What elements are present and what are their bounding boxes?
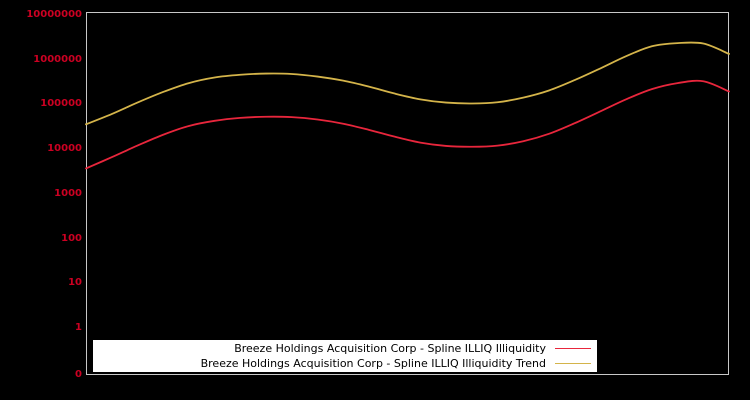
legend-item-label: Breeze Holdings Acquisition Corp - Splin… xyxy=(200,357,546,370)
legend-item-label: Breeze Holdings Acquisition Corp - Splin… xyxy=(234,342,546,355)
y-axis-tick-label: 10000 xyxy=(47,143,82,155)
legend-item[interactable]: Breeze Holdings Acquisition Corp - Splin… xyxy=(93,356,591,371)
y-axis-tick-label: 100 xyxy=(61,232,82,244)
legend-item[interactable]: Breeze Holdings Acquisition Corp - Splin… xyxy=(93,341,591,356)
legend-color-swatch xyxy=(555,348,591,349)
chart-legend[interactable]: Breeze Holdings Acquisition Corp - Splin… xyxy=(93,340,597,372)
y-axis-tick-label: 1 xyxy=(75,322,82,333)
y-axis-tick-labels: 10000000 1000000 100000 10000 1000 100 10 1 0 xyxy=(0,0,82,400)
y-axis-tick-label: 100000 xyxy=(40,98,82,110)
y-axis-tick-label: 10 xyxy=(68,277,82,289)
legend-color-swatch xyxy=(555,363,591,364)
plot-area-frame xyxy=(86,12,729,375)
y-axis-tick-label: 0 xyxy=(75,369,82,380)
y-axis-tick-label: 1000 xyxy=(54,187,82,199)
y-axis-tick-label: 1000000 xyxy=(33,53,82,65)
y-axis-tick-label: 10000000 xyxy=(26,9,82,20)
